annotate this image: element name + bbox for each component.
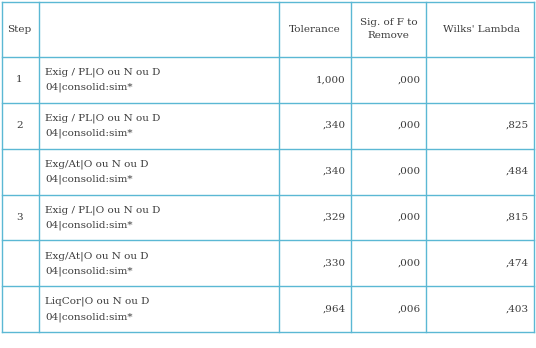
- Text: 04|consolid:sim*: 04|consolid:sim*: [45, 266, 132, 276]
- Text: ,340: ,340: [323, 121, 346, 130]
- Text: 04|consolid:sim*: 04|consolid:sim*: [45, 82, 132, 92]
- Text: 3: 3: [16, 213, 23, 222]
- Text: ,815: ,815: [506, 213, 529, 222]
- Text: ,484: ,484: [506, 167, 529, 176]
- Text: Exg/At|O ou N ou D: Exg/At|O ou N ou D: [45, 251, 148, 261]
- Text: 04|consolid:sim*: 04|consolid:sim*: [45, 174, 132, 184]
- Text: LiqCor|O ou N ou D: LiqCor|O ou N ou D: [45, 297, 150, 307]
- Text: ,964: ,964: [323, 305, 346, 314]
- Text: ,403: ,403: [506, 305, 529, 314]
- Text: ,825: ,825: [506, 121, 529, 130]
- Text: ,474: ,474: [506, 259, 529, 268]
- Text: Step: Step: [7, 25, 32, 34]
- Text: Exg/At|O ou N ou D: Exg/At|O ou N ou D: [45, 159, 148, 169]
- Text: 2: 2: [16, 121, 23, 130]
- Text: 04|consolid:sim*: 04|consolid:sim*: [45, 312, 132, 322]
- Text: ,000: ,000: [398, 121, 421, 130]
- Text: Exig / PL|O ou N ou D: Exig / PL|O ou N ou D: [45, 205, 160, 215]
- Text: 04|consolid:sim*: 04|consolid:sim*: [45, 220, 132, 230]
- Text: 04|consolid:sim*: 04|consolid:sim*: [45, 128, 132, 138]
- Text: ,000: ,000: [398, 75, 421, 84]
- Text: ,000: ,000: [398, 259, 421, 268]
- Text: Tolerance: Tolerance: [289, 25, 341, 34]
- Text: ,000: ,000: [398, 213, 421, 222]
- Text: ,000: ,000: [398, 167, 421, 176]
- Text: Wilks' Lambda: Wilks' Lambda: [443, 25, 519, 34]
- Text: Exig / PL|O ou N ou D: Exig / PL|O ou N ou D: [45, 67, 160, 77]
- Text: 1,000: 1,000: [316, 75, 346, 84]
- Text: Exig / PL|O ou N ou D: Exig / PL|O ou N ou D: [45, 113, 160, 123]
- Text: ,340: ,340: [323, 167, 346, 176]
- Text: Sig. of F to
Remove: Sig. of F to Remove: [360, 18, 418, 40]
- Text: 1: 1: [16, 75, 23, 84]
- Text: ,329: ,329: [323, 213, 346, 222]
- Text: ,330: ,330: [323, 259, 346, 268]
- Text: ,006: ,006: [398, 305, 421, 314]
